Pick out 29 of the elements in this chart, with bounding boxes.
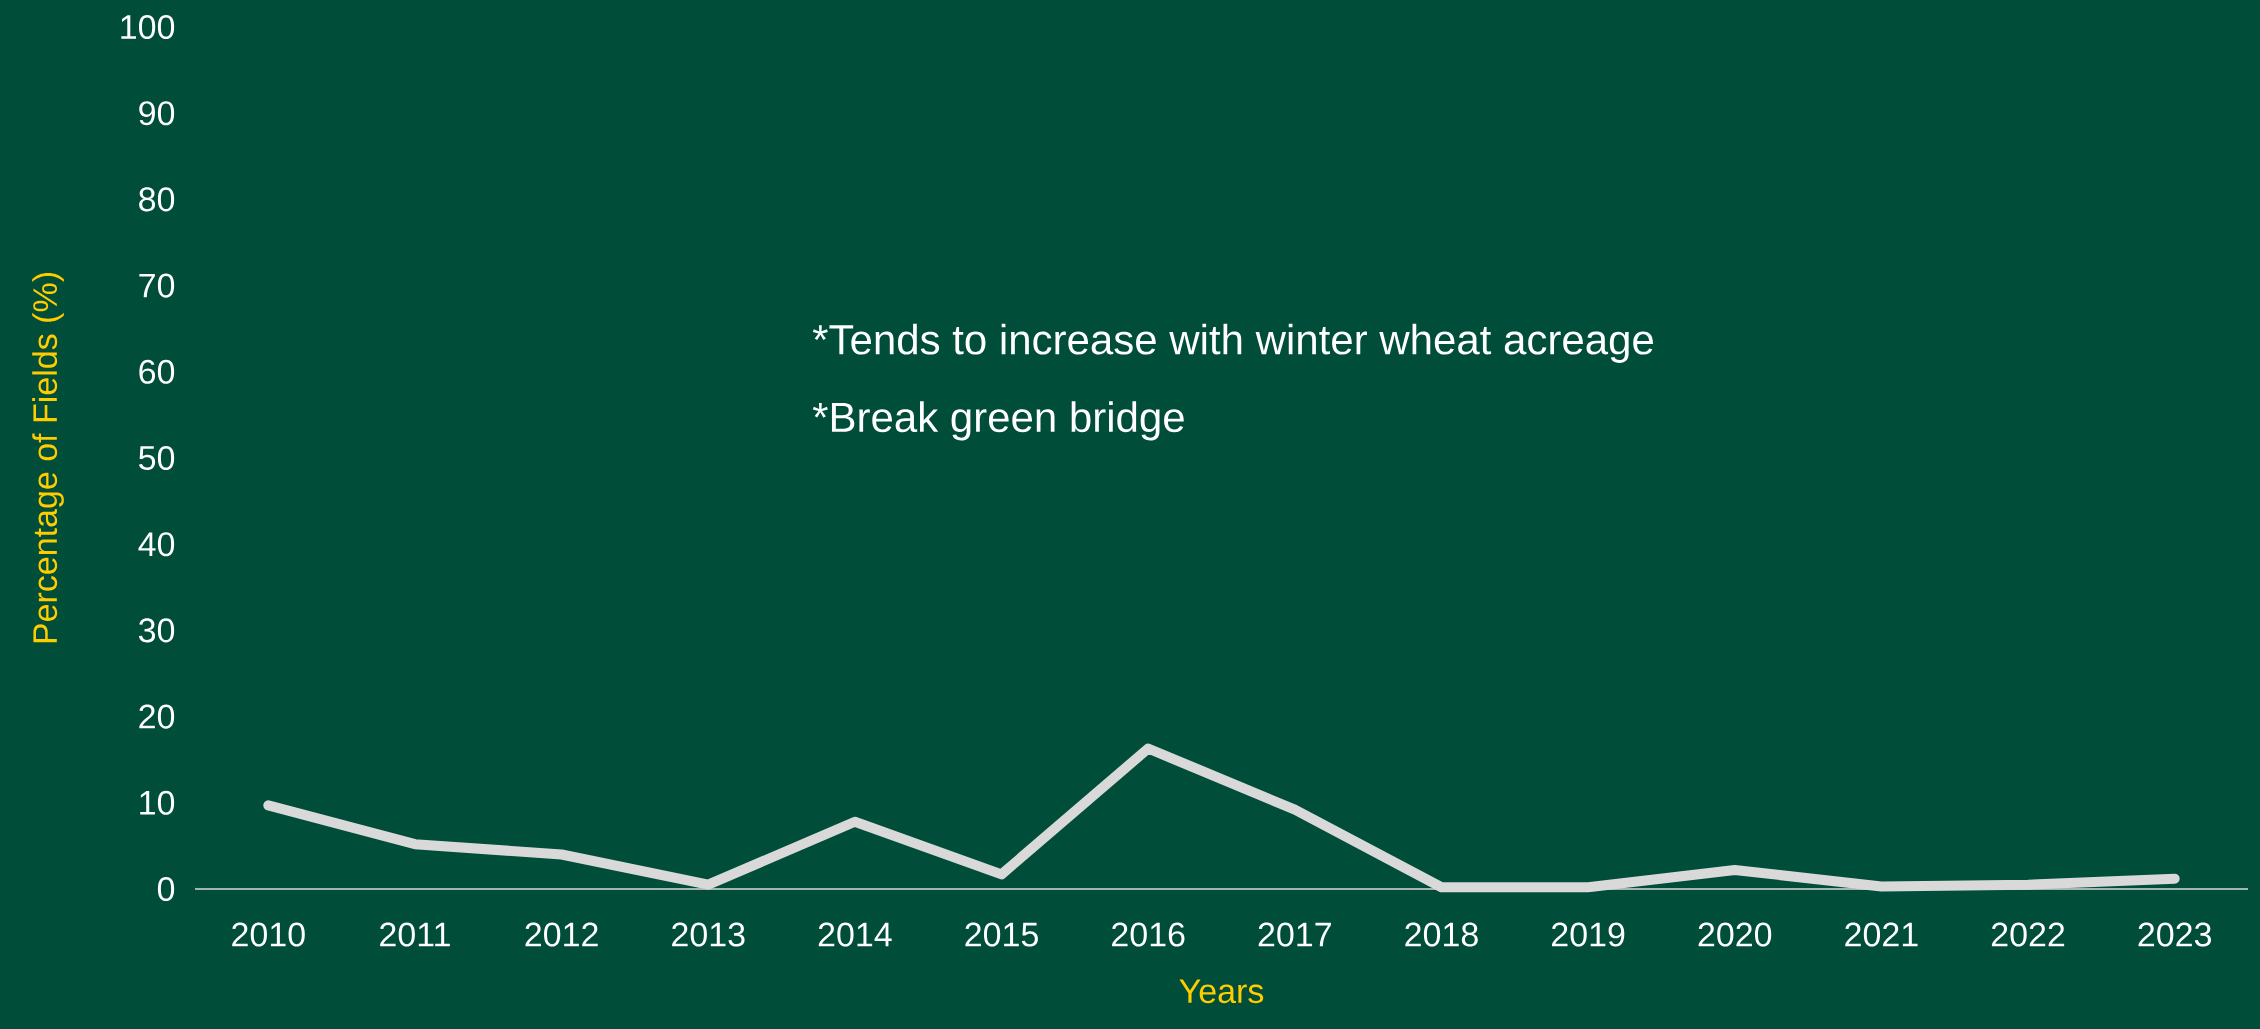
x-tick-label: 2015: [965, 922, 1038, 947]
annotation: *Tends to increase with winter wheat acreage: [812, 323, 1653, 363]
y-tick-label: 20: [139, 704, 175, 729]
x-tick-label: 2010: [232, 922, 305, 947]
x-tick-label: 2023: [2138, 922, 2211, 947]
x-tick-label: 2012: [525, 922, 598, 947]
y-tick-label: 80: [139, 187, 175, 212]
y-tick-label: 0: [157, 876, 175, 902]
x-tick-label: 2014: [818, 922, 892, 947]
x-tick-label: 2021: [1845, 922, 1918, 947]
x-axis-title: Years: [1179, 979, 1264, 1004]
y-tick-label: 10: [140, 790, 175, 815]
x-tick-label: 2018: [1405, 922, 1478, 947]
y-tick-label: 90: [139, 101, 175, 126]
x-tick-label: 2022: [1991, 922, 2065, 947]
y-axis-title: Percentage of Fields (%): [32, 273, 64, 643]
y-tick-label: 50: [139, 445, 175, 471]
x-tick-label: 2017: [1258, 922, 1331, 947]
x-tick-label: 2020: [1698, 922, 1772, 947]
x-tick-label: 2013: [672, 922, 745, 947]
y-tick-label: 70: [139, 273, 175, 298]
x-tick-label: 2011: [380, 922, 450, 947]
y-tick-label: 60: [139, 359, 175, 384]
annotation: *Break green bridge: [812, 401, 1184, 441]
y-tick-label: 100: [121, 14, 175, 40]
x-tick-label: 2016: [1112, 922, 1185, 947]
y-tick-label: 40: [138, 532, 175, 557]
x-tick-label: 2019: [1552, 922, 1625, 947]
y-tick-label: 30: [138, 618, 175, 643]
